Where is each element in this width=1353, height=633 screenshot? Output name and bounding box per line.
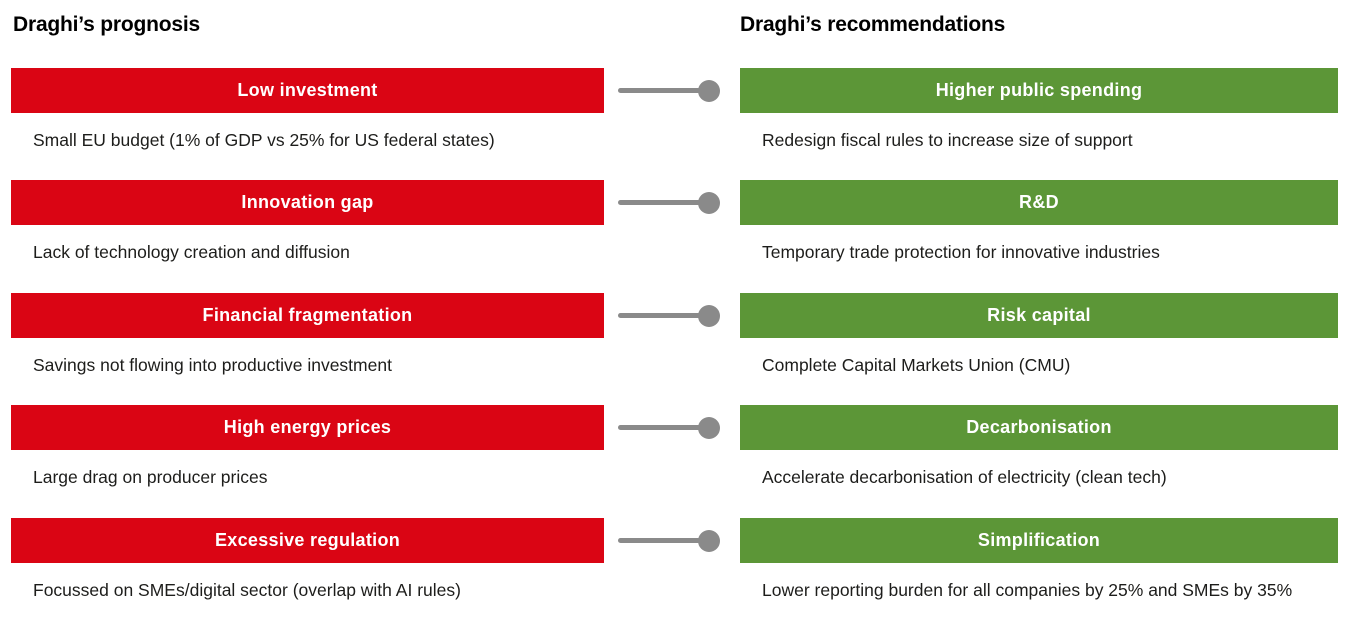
prognosis-cell: Financial fragmentation Savings not flow… [11, 293, 604, 377]
connector [605, 518, 740, 563]
connector-dot [698, 79, 720, 102]
connector-line [618, 313, 703, 318]
prognosis-cell: Innovation gap Lack of technology creati… [11, 180, 604, 264]
prognosis-label: Excessive regulation [214, 530, 401, 550]
prognosis-column-title: Draghi’s prognosis [13, 13, 200, 36]
connector-dot [698, 529, 720, 552]
connector-line [618, 200, 703, 205]
connector [605, 293, 740, 338]
prognosis-description: Small EU budget (1% of GDP vs 25% for US… [33, 130, 495, 150]
connector-line [618, 425, 703, 430]
diagram-row: Innovation gap Lack of technology creati… [11, 180, 1338, 292]
recommendation-cell: R&D Temporary trade protection for innov… [740, 180, 1338, 264]
connector [605, 180, 740, 225]
recommendation-description: Complete Capital Markets Union (CMU) [762, 355, 1071, 375]
diagram-row: High energy prices Large drag on produce… [11, 405, 1338, 517]
recommendation-cell: Simplification Lower reporting burden fo… [740, 518, 1338, 602]
prognosis-cell: High energy prices Large drag on produce… [11, 405, 604, 489]
prognosis-cell: Excessive regulation Focussed on SMEs/di… [11, 518, 604, 602]
prognosis-label: Innovation gap [241, 192, 374, 212]
prognosis-description: Savings not flowing into productive inve… [33, 355, 392, 375]
prognosis-description: Focussed on SMEs/digital sector (overlap… [33, 580, 461, 600]
connector-dot [698, 304, 720, 327]
recommendation-label: Risk capital [987, 305, 1091, 325]
recommendation-label: Decarbonisation [966, 417, 1112, 437]
prognosis-box: Financial fragmentation [11, 293, 604, 338]
recommendation-description: Lower reporting burden for all companies… [762, 580, 1293, 600]
prognosis-cell: Low investment Small EU budget (1% of GD… [11, 68, 604, 152]
connector [605, 68, 740, 113]
recommendation-description: Accelerate decarbonisation of electricit… [762, 467, 1167, 487]
recommendation-cell: Higher public spending Redesign fiscal r… [740, 68, 1338, 152]
prognosis-box: High energy prices [11, 405, 604, 450]
connector-dot [698, 191, 720, 214]
diagram-row: Low investment Small EU budget (1% of GD… [11, 68, 1338, 180]
connector [605, 405, 740, 450]
recommendation-cell: Decarbonisation Accelerate decarbonisati… [740, 405, 1338, 489]
recommendation-box: Simplification [740, 518, 1338, 563]
recommendations-column-title: Draghi’s recommendations [740, 13, 1006, 36]
prognosis-box: Low investment [11, 68, 604, 113]
recommendation-box: Risk capital [740, 293, 1338, 338]
prognosis-description: Large drag on producer prices [33, 467, 268, 487]
recommendation-box: Higher public spending [740, 68, 1338, 113]
recommendation-cell: Risk capital Complete Capital Markets Un… [740, 293, 1338, 377]
prognosis-label: High energy prices [223, 417, 392, 437]
recommendation-box: R&D [740, 180, 1338, 225]
recommendation-label: R&D [1019, 192, 1059, 212]
recommendation-label: Higher public spending [935, 80, 1143, 100]
recommendation-box: Decarbonisation [740, 405, 1338, 450]
prognosis-label: Financial fragmentation [202, 305, 413, 325]
connector-line [618, 538, 703, 543]
prognosis-label: Low investment [237, 80, 378, 100]
diagram-row: Financial fragmentation Savings not flow… [11, 293, 1338, 405]
prognosis-box: Innovation gap [11, 180, 604, 225]
recommendation-label: Simplification [977, 530, 1101, 550]
diagram-row: Excessive regulation Focussed on SMEs/di… [11, 518, 1338, 630]
recommendation-description: Temporary trade protection for innovativ… [762, 242, 1160, 262]
connector-dot [698, 416, 720, 439]
prognosis-box: Excessive regulation [11, 518, 604, 563]
recommendation-description: Redesign fiscal rules to increase size o… [762, 130, 1133, 150]
prognosis-description: Lack of technology creation and diffusio… [33, 242, 350, 262]
connector-line [618, 88, 703, 93]
